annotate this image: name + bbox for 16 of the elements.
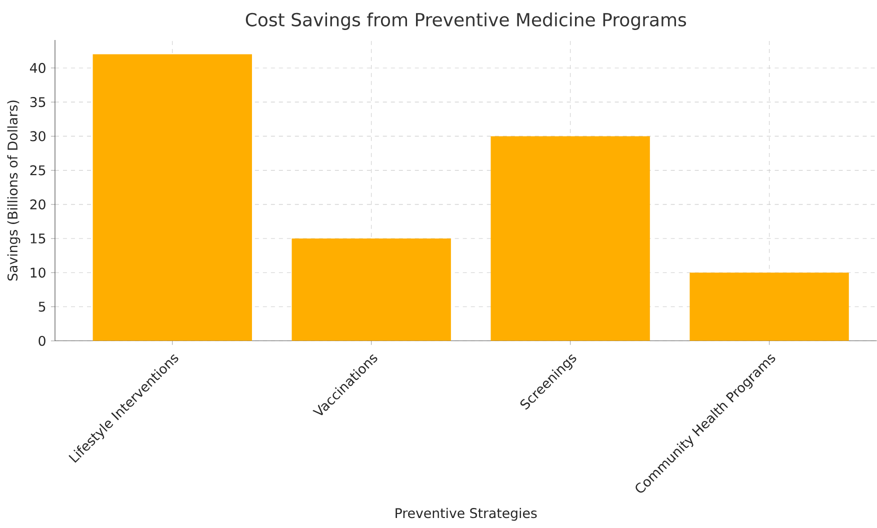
bar xyxy=(292,238,451,341)
bar xyxy=(690,272,849,341)
chart-title: Cost Savings from Preventive Medicine Programs xyxy=(246,12,686,30)
x-axis-title: Preventive Strategies xyxy=(396,508,537,521)
y-tick-label: 0 xyxy=(38,336,46,346)
y-tick-label: 40 xyxy=(30,62,46,74)
bar xyxy=(92,54,252,341)
y-tick-label: 20 xyxy=(30,199,46,210)
y-axis-title: Savings (Billions of Dollars) xyxy=(7,100,20,281)
y-tick-label: 35 xyxy=(30,97,46,108)
bar xyxy=(490,136,650,341)
y-tick-label: 30 xyxy=(30,131,46,142)
y-tick-label: 5 xyxy=(38,302,46,312)
y-tick-label: 15 xyxy=(30,234,46,244)
y-tick-label: 25 xyxy=(30,165,46,176)
y-tick-label: 10 xyxy=(30,268,46,278)
